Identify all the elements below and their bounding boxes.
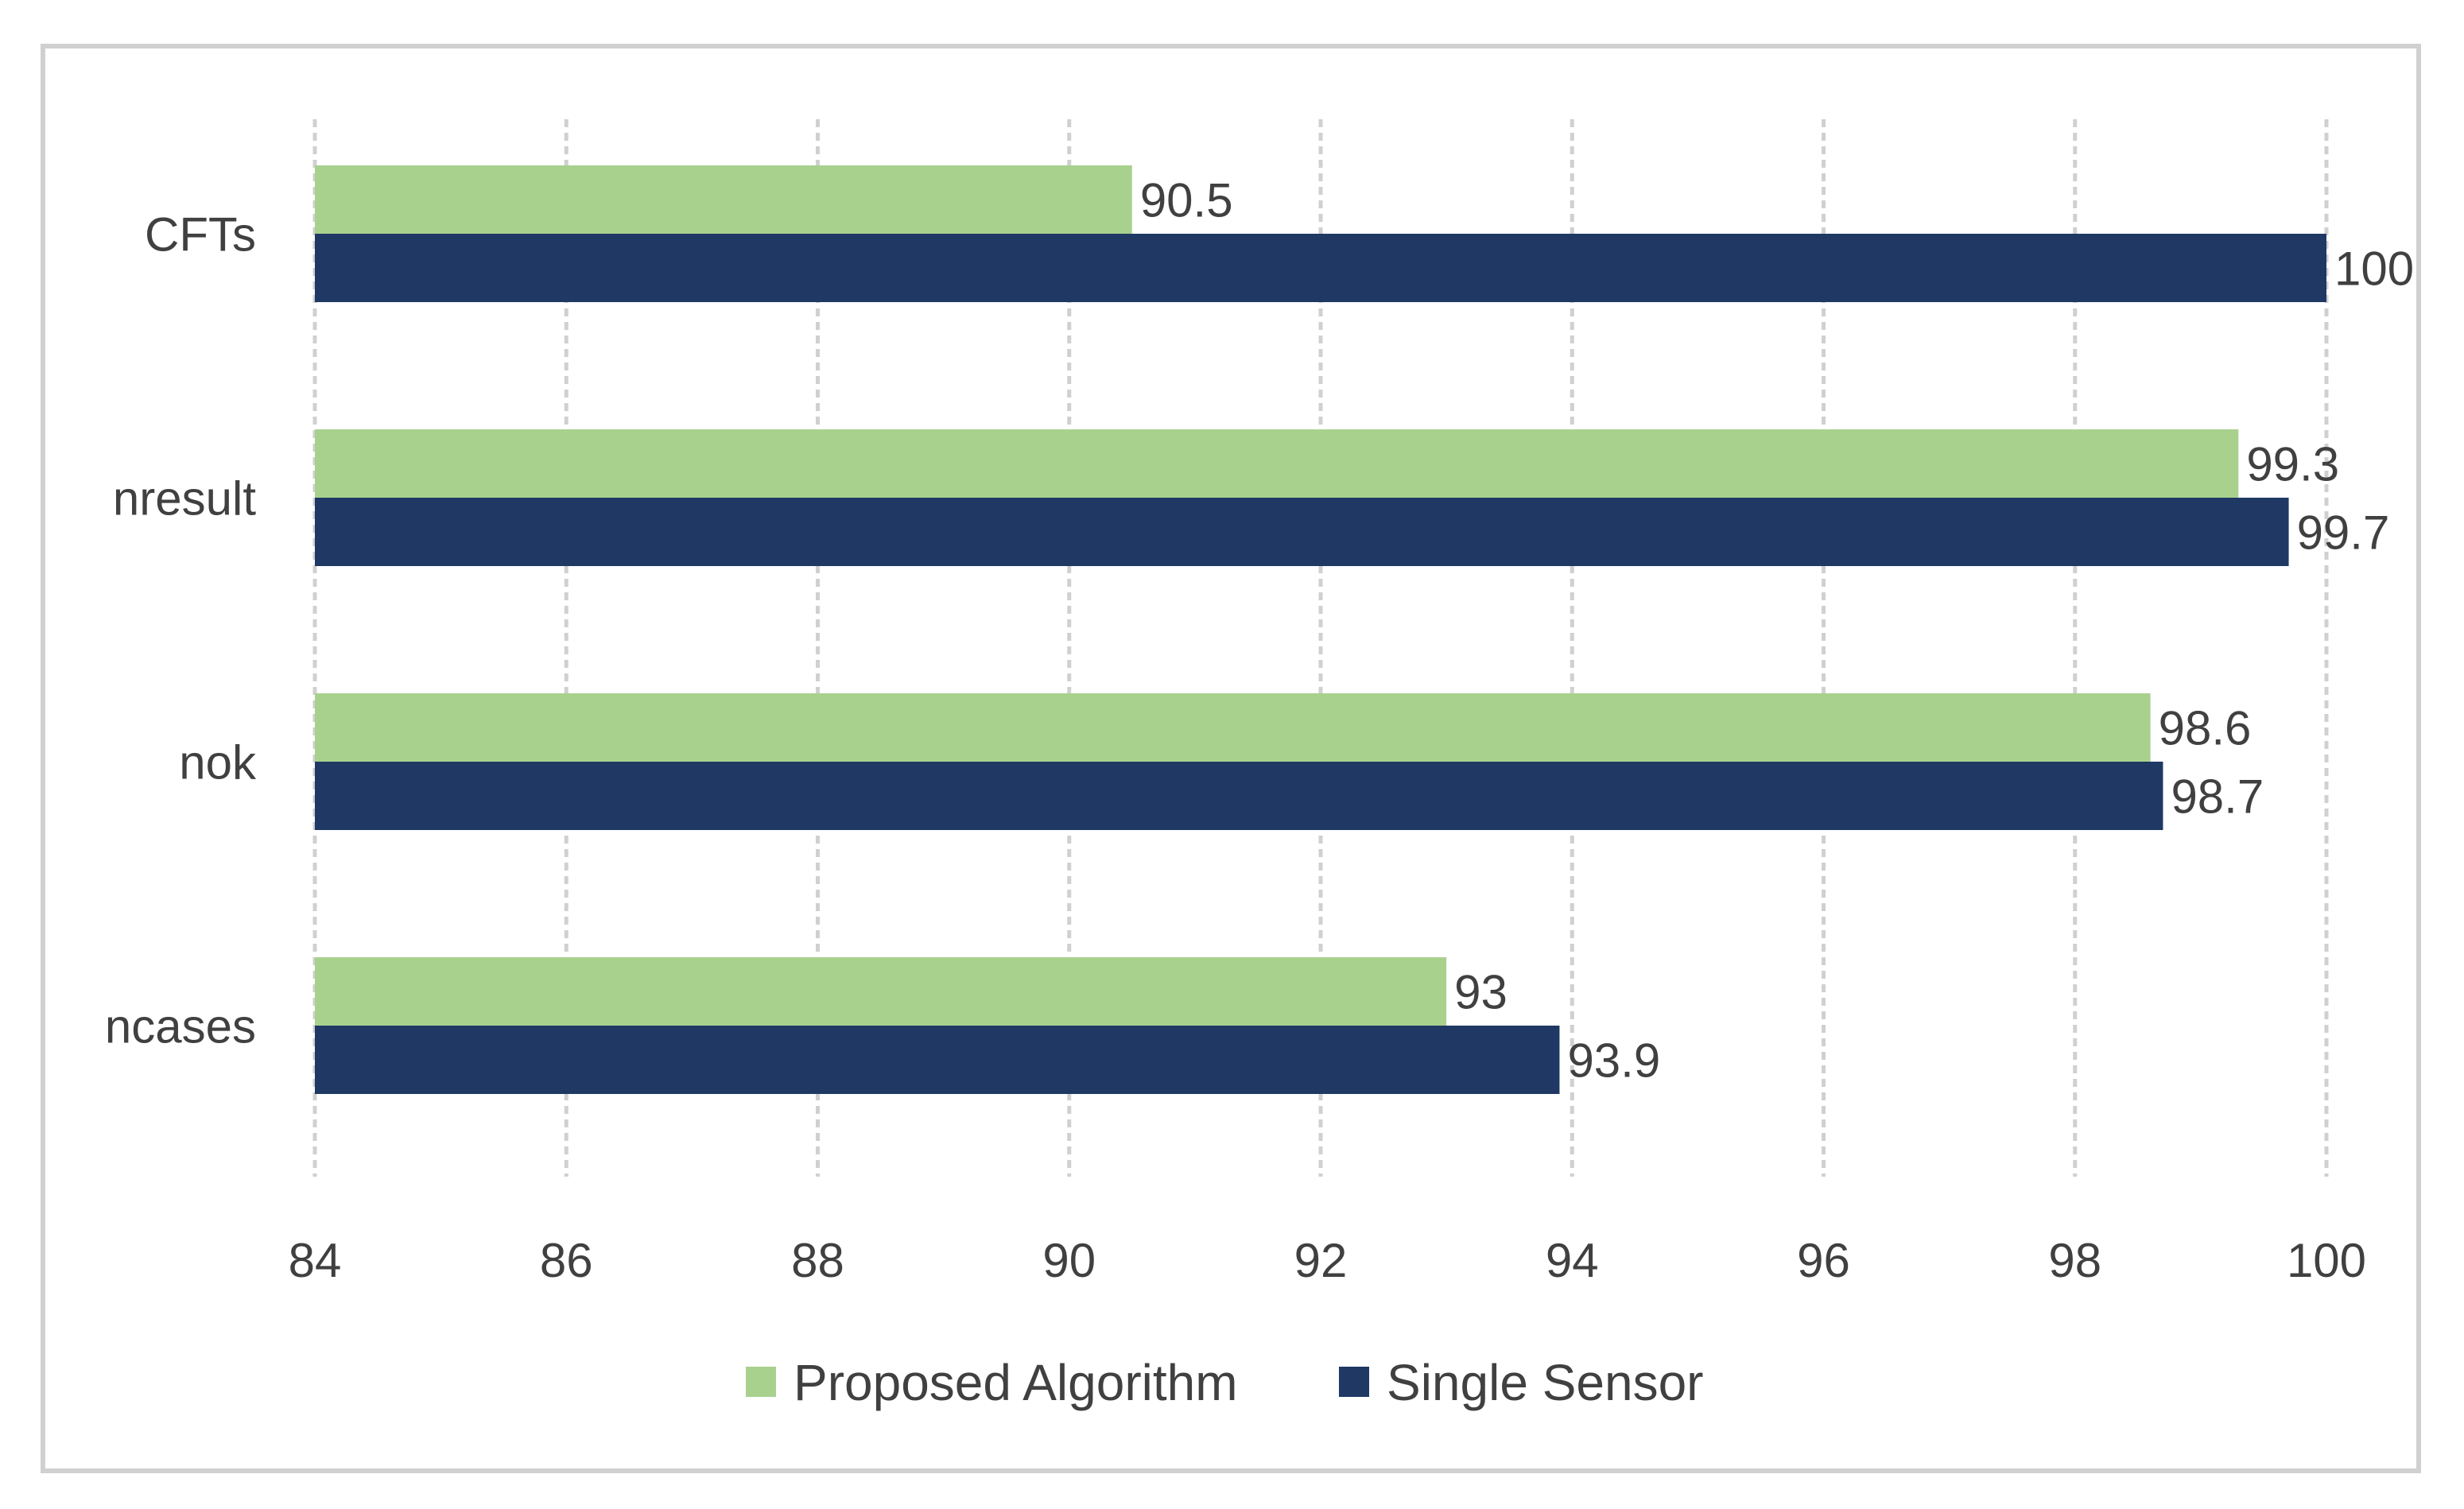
bar xyxy=(315,693,2151,762)
bar xyxy=(315,234,2326,302)
x-tick-label: 88 xyxy=(791,1234,844,1287)
x-tick-label: 96 xyxy=(1797,1234,1850,1287)
data-label: 93.9 xyxy=(1567,1034,1660,1088)
x-tick-label: 84 xyxy=(289,1234,342,1287)
bar xyxy=(315,165,1132,234)
value-axis: 84 86 88 90 92 94 96 98 100 xyxy=(289,1234,2366,1287)
data-labels: 90.5 100 99.3 99.7 98.6 98.7 93 93.9 xyxy=(1140,174,2414,1088)
category-axis: CFTs nresult nok ncases xyxy=(105,208,257,1053)
x-tick-label: 92 xyxy=(1294,1234,1348,1287)
bar xyxy=(315,957,1447,1026)
x-tick-label: 98 xyxy=(2048,1234,2101,1287)
data-label: 98.7 xyxy=(2171,770,2264,824)
legend: Proposed Algorithm Single Sensor xyxy=(746,1354,1703,1411)
bar xyxy=(315,429,2239,498)
legend-label: Single Sensor xyxy=(1387,1354,1703,1411)
data-label: 90.5 xyxy=(1140,174,1233,227)
data-label: 99.7 xyxy=(2297,506,2390,560)
x-tick-label: 90 xyxy=(1042,1234,1096,1287)
bars xyxy=(315,165,2326,1094)
category-label: CFTs xyxy=(145,208,256,262)
legend-swatch xyxy=(746,1367,776,1397)
bar xyxy=(315,498,2289,566)
data-label: 98.6 xyxy=(2159,702,2252,755)
data-label: 99.3 xyxy=(2246,438,2339,491)
data-label: 100 xyxy=(2334,242,2414,296)
category-label: nresult xyxy=(113,472,256,526)
bar xyxy=(315,1026,1560,1094)
category-label: ncases xyxy=(105,1000,256,1053)
x-tick-label: 100 xyxy=(2287,1234,2366,1287)
bar xyxy=(315,762,2163,830)
x-tick-label: 86 xyxy=(540,1234,593,1287)
data-label: 93 xyxy=(1454,966,1508,1019)
legend-label: Proposed Algorithm xyxy=(794,1354,1238,1411)
legend-swatch xyxy=(1339,1367,1369,1397)
category-label: nok xyxy=(179,736,257,789)
x-tick-label: 94 xyxy=(1546,1234,1599,1287)
